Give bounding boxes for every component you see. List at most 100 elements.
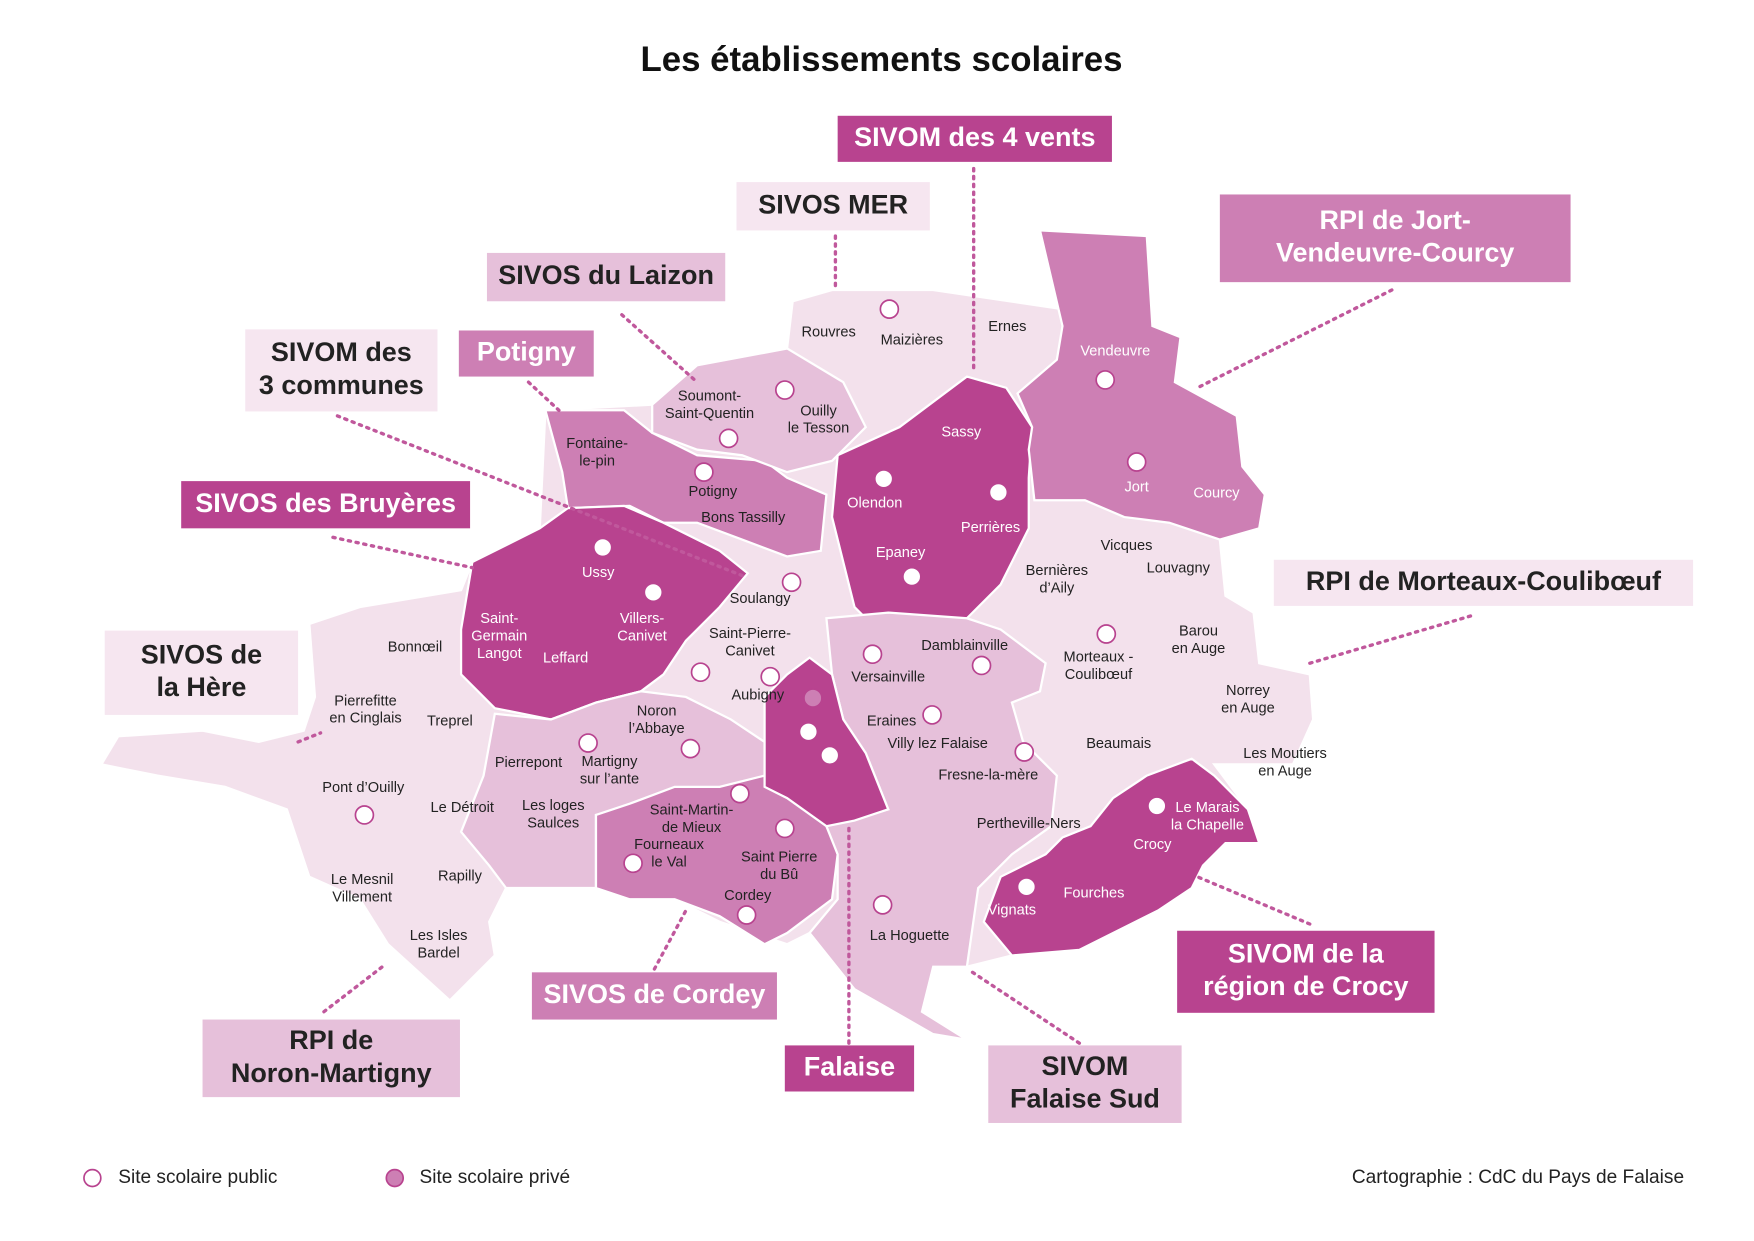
commune-label: Pierrepont: [495, 755, 562, 771]
public-school-site: [872, 895, 893, 915]
commune-label: Damblainville: [921, 638, 1008, 654]
group-box: [202, 1019, 460, 1098]
commune-label: Saint Pierre: [741, 850, 817, 866]
public-school-site: [643, 582, 664, 603]
commune-label: Beaumais: [1086, 736, 1151, 752]
commune-label: Noron: [637, 703, 677, 719]
commune-label: Bonnœil: [388, 639, 442, 655]
legend-label: Site scolaire privé: [419, 1167, 570, 1188]
group-label: la Hère: [156, 672, 246, 702]
group-label: Potigny: [477, 337, 576, 367]
commune-label: d’Aily: [1039, 580, 1075, 596]
leader-line: [331, 535, 475, 570]
public-school-site: [354, 805, 375, 825]
group-box: [531, 972, 777, 1020]
commune-label: Le Détroit: [431, 800, 494, 816]
commune-label: Saulces: [527, 815, 579, 831]
commune-label: Canivet: [617, 629, 667, 645]
commune-label: Eraines: [867, 714, 917, 730]
commune-label: Martigny: [581, 754, 638, 770]
group-box: [736, 182, 930, 231]
leader-line: [322, 965, 385, 1014]
group-label: SIVOS MER: [758, 189, 908, 219]
commune-label: le-pin: [579, 453, 615, 469]
legend-label: Site scolaire public: [118, 1167, 278, 1188]
commune-label: du Bû: [760, 867, 798, 883]
commune-label: Soumont-: [678, 389, 741, 405]
public-school-site: [879, 299, 900, 319]
public-school-site: [730, 783, 750, 804]
commune-label: Louvagny: [1147, 561, 1211, 577]
legend-public-symbol: [83, 1168, 102, 1188]
commune-label: Villers-: [620, 611, 665, 627]
commune-label: Courcy: [1193, 485, 1240, 501]
commune-label: Les Moutiers: [1243, 746, 1327, 762]
public-school-site: [680, 738, 701, 759]
commune-label: Pertheville-Ners: [977, 816, 1081, 832]
commune-label: Pont d’Ouilly: [322, 780, 405, 796]
public-school-site: [1147, 796, 1167, 816]
group-label: RPI de Jort-: [1320, 205, 1471, 235]
commune-label: en Cinglais: [329, 711, 401, 727]
group-box: [104, 630, 299, 715]
group-box: [1219, 194, 1571, 283]
public-school-site: [623, 853, 643, 874]
commune-label: Fresne-la-mère: [938, 767, 1038, 783]
commune-label: Germain: [471, 629, 527, 645]
commune-label: Norrey: [1226, 683, 1271, 699]
commune-label: Treprel: [427, 714, 473, 730]
group-label: Falaise: [804, 1052, 895, 1082]
commune-label: Aubigny: [731, 688, 784, 704]
commune-label: Fourches: [1063, 886, 1124, 902]
commune-label: Leffard: [543, 651, 588, 667]
public-school-site: [1095, 370, 1116, 390]
commune-label: en Auge: [1221, 701, 1275, 717]
group-label: SIVOM de la: [1228, 939, 1385, 969]
commune-label: Coulibœuf: [1065, 667, 1133, 683]
commune-label: Saint-Pierre-: [709, 626, 791, 642]
map-title: Les établissements scolaires: [640, 40, 1122, 79]
public-school-site: [1126, 452, 1147, 472]
public-school-site: [862, 644, 883, 665]
commune-label: Les loges: [522, 798, 585, 814]
commune-label: Langot: [477, 646, 522, 662]
public-school-site: [774, 380, 795, 400]
leader-line: [652, 908, 688, 971]
group-label: SIVOM des: [271, 337, 412, 367]
commune-label: Cordey: [724, 888, 772, 904]
leader-line: [526, 380, 561, 412]
commune-label: en Auge: [1172, 641, 1226, 657]
group-label: Noron-Martigny: [231, 1058, 432, 1088]
credit: Cartographie : CdC du Pays de Falaise: [1352, 1167, 1684, 1188]
public-school-site: [902, 566, 922, 587]
group-label: SIVOM: [1041, 1051, 1128, 1081]
commune-label: Potigny: [689, 484, 738, 500]
commune-label: Saint-: [480, 611, 518, 627]
zone-4-vents: [830, 375, 1034, 637]
commune-label: La Hoguette: [870, 928, 950, 944]
commune-label: Fourneaux: [634, 837, 705, 853]
commune-label: le Val: [651, 855, 686, 871]
commune-label: Vendeuvre: [1080, 344, 1150, 360]
public-school-site: [690, 662, 711, 683]
commune-label: Perrières: [961, 520, 1020, 536]
commune-label: Bardel: [417, 946, 459, 962]
commune-label: Saint-Martin-: [650, 802, 734, 818]
private-school-site: [803, 688, 823, 708]
public-school-site: [819, 745, 840, 766]
commune-label: de Mieux: [662, 820, 722, 836]
commune-label: l’Abbaye: [629, 721, 685, 737]
commune-label: Ussy: [582, 565, 615, 581]
commune-label: Sassy: [941, 425, 981, 441]
group-label: SIVOM des 4 vents: [854, 122, 1095, 152]
public-school-site: [578, 733, 598, 753]
commune-label: Epaney: [876, 545, 926, 561]
group-label: SIVOS du Laizon: [498, 260, 714, 290]
public-school-site: [694, 462, 714, 482]
commune-label: Vignats: [988, 902, 1036, 918]
public-school-site: [736, 905, 757, 925]
zone-bruyeres: [459, 504, 750, 721]
commune-label: Vicques: [1101, 538, 1153, 554]
commune-label: Canivet: [725, 643, 775, 659]
